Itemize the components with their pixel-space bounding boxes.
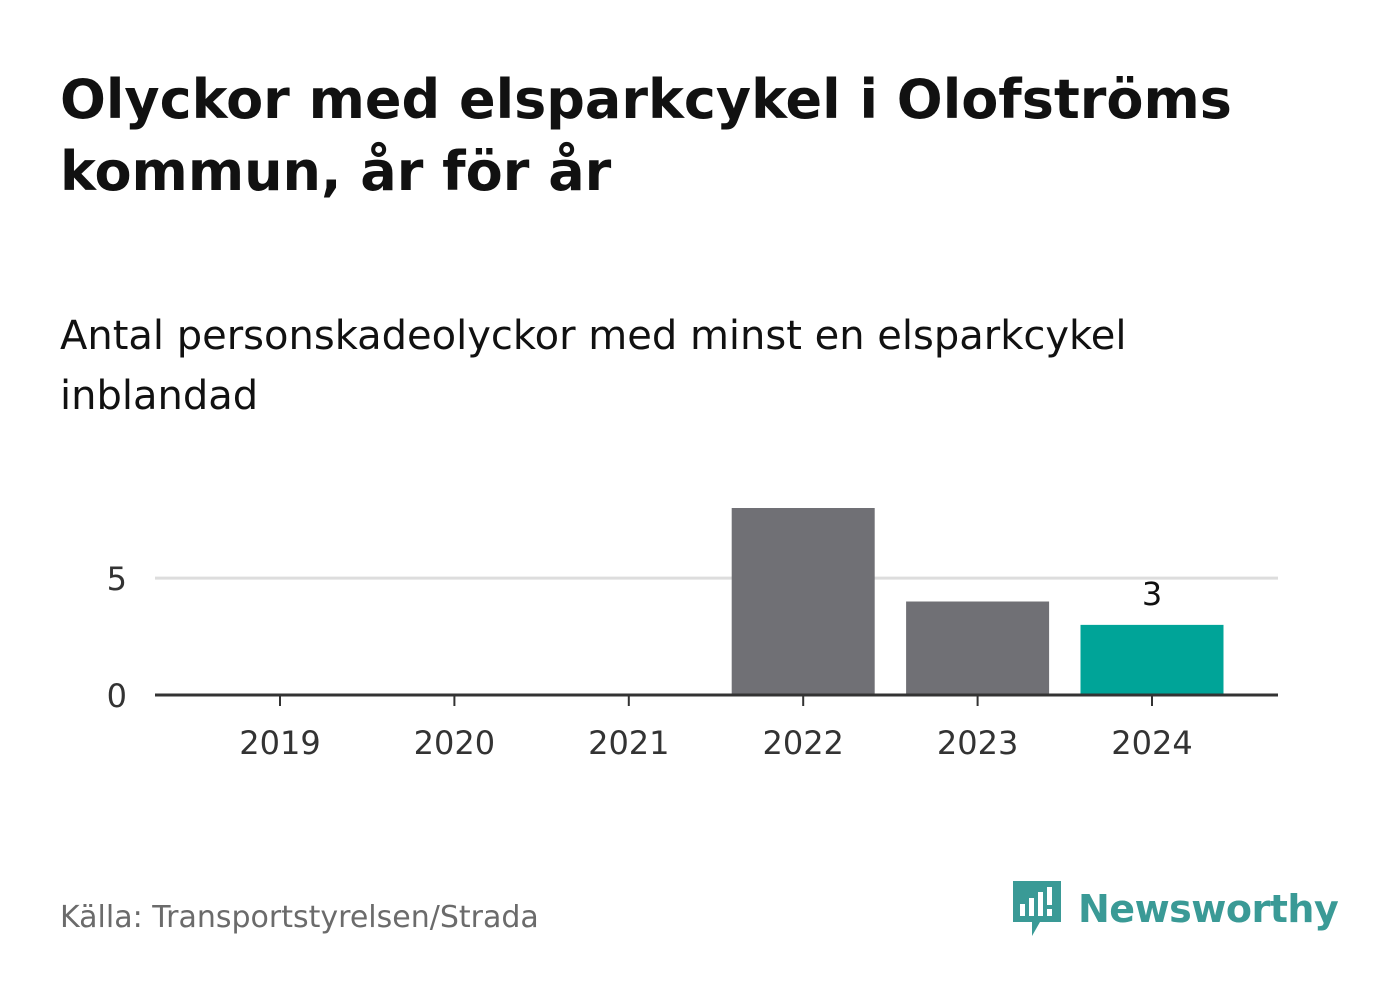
- x-tick-label: 2020: [414, 724, 495, 762]
- x-tick-label: 2021: [588, 724, 669, 762]
- chart-title: Olyckor med elsparkcykel i Olofströms ko…: [60, 68, 1232, 203]
- x-axis: [155, 693, 1278, 706]
- labels: 0 5 2019 2020 2021 2022 2023 2024 3: [107, 560, 1193, 762]
- brand-logo: Newsworthy: [1010, 878, 1339, 940]
- bar-2023: [906, 601, 1050, 695]
- x-tick-label: 2024: [1111, 724, 1192, 762]
- newsworthy-logo-icon: [1013, 881, 1061, 936]
- bar-2024: [1080, 624, 1224, 695]
- bars: [731, 508, 1224, 695]
- bar-2022: [731, 508, 875, 695]
- x-tick-label: 2023: [937, 724, 1018, 762]
- chart-subtitle: Antal personskadeolyckor med minst en el…: [60, 313, 1127, 419]
- y-tick-label: 5: [107, 560, 127, 598]
- data-label: 3: [1142, 575, 1162, 613]
- x-tick-label: 2022: [762, 724, 843, 762]
- source-note: Källa: Transportstyrelsen/Strada: [60, 900, 539, 935]
- x-tick-label: 2019: [239, 724, 320, 762]
- brand-name: Newsworthy: [1078, 887, 1339, 931]
- y-tick-label: 0: [107, 677, 127, 715]
